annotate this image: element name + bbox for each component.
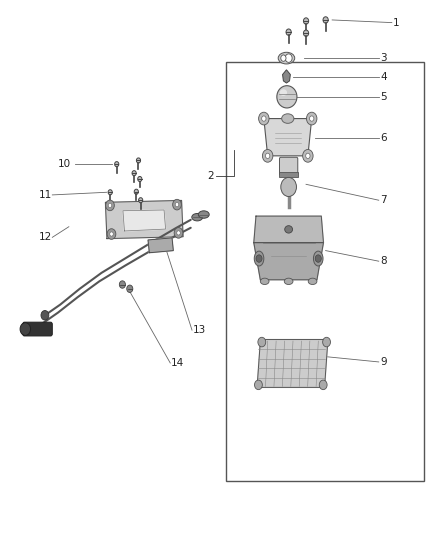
Ellipse shape bbox=[284, 278, 293, 285]
Circle shape bbox=[310, 116, 314, 121]
FancyBboxPatch shape bbox=[23, 322, 52, 336]
Circle shape bbox=[281, 177, 297, 197]
Text: 12: 12 bbox=[39, 232, 52, 243]
Ellipse shape bbox=[278, 52, 295, 64]
Polygon shape bbox=[106, 200, 183, 239]
Ellipse shape bbox=[277, 86, 297, 108]
Circle shape bbox=[132, 171, 136, 176]
Polygon shape bbox=[148, 238, 173, 253]
Ellipse shape bbox=[285, 225, 293, 233]
Circle shape bbox=[315, 255, 321, 262]
Circle shape bbox=[138, 198, 143, 203]
Ellipse shape bbox=[280, 89, 287, 96]
Circle shape bbox=[175, 203, 179, 207]
Circle shape bbox=[127, 285, 133, 293]
Circle shape bbox=[136, 158, 141, 163]
Circle shape bbox=[254, 380, 262, 390]
Ellipse shape bbox=[282, 114, 294, 123]
Ellipse shape bbox=[314, 251, 323, 266]
Circle shape bbox=[304, 30, 309, 36]
Bar bbox=[279, 172, 298, 177]
Polygon shape bbox=[264, 118, 312, 156]
Circle shape bbox=[304, 18, 309, 24]
Circle shape bbox=[108, 203, 112, 207]
Circle shape bbox=[323, 17, 328, 23]
Circle shape bbox=[41, 311, 49, 320]
Text: 9: 9 bbox=[380, 357, 387, 367]
Ellipse shape bbox=[192, 214, 203, 221]
Polygon shape bbox=[254, 243, 323, 280]
Circle shape bbox=[115, 161, 119, 167]
Circle shape bbox=[258, 112, 269, 125]
Circle shape bbox=[258, 337, 266, 347]
FancyBboxPatch shape bbox=[279, 157, 298, 175]
Text: 4: 4 bbox=[380, 71, 387, 82]
Circle shape bbox=[319, 380, 327, 390]
Circle shape bbox=[107, 229, 116, 239]
Text: 1: 1 bbox=[393, 18, 400, 28]
Circle shape bbox=[265, 153, 270, 158]
Circle shape bbox=[119, 281, 125, 288]
Polygon shape bbox=[257, 340, 328, 387]
Circle shape bbox=[303, 149, 313, 162]
Text: 14: 14 bbox=[171, 358, 184, 368]
Circle shape bbox=[262, 149, 273, 162]
Text: 3: 3 bbox=[380, 53, 387, 63]
Circle shape bbox=[173, 199, 181, 210]
Circle shape bbox=[108, 190, 112, 195]
Circle shape bbox=[261, 116, 266, 121]
Text: 11: 11 bbox=[39, 190, 52, 200]
Circle shape bbox=[106, 200, 114, 211]
Circle shape bbox=[307, 112, 317, 125]
Text: 8: 8 bbox=[380, 256, 387, 266]
Circle shape bbox=[134, 189, 138, 195]
Circle shape bbox=[281, 55, 286, 61]
Text: 2: 2 bbox=[207, 172, 214, 181]
Circle shape bbox=[306, 153, 310, 158]
Ellipse shape bbox=[254, 251, 264, 266]
Circle shape bbox=[177, 231, 180, 235]
Ellipse shape bbox=[260, 278, 269, 285]
Circle shape bbox=[110, 232, 113, 236]
Circle shape bbox=[138, 176, 142, 182]
Circle shape bbox=[174, 228, 183, 238]
Polygon shape bbox=[254, 216, 323, 243]
Ellipse shape bbox=[198, 211, 209, 218]
Circle shape bbox=[20, 322, 31, 335]
Ellipse shape bbox=[308, 278, 317, 285]
Circle shape bbox=[323, 337, 331, 347]
Bar bbox=[226, 62, 424, 481]
Text: 13: 13 bbox=[193, 325, 206, 335]
Circle shape bbox=[286, 29, 291, 35]
Polygon shape bbox=[283, 70, 290, 83]
Circle shape bbox=[256, 255, 262, 262]
Polygon shape bbox=[123, 210, 166, 231]
Circle shape bbox=[285, 54, 292, 62]
Text: 5: 5 bbox=[380, 92, 387, 102]
Text: 6: 6 bbox=[380, 133, 387, 143]
Text: 10: 10 bbox=[58, 159, 71, 169]
Text: 7: 7 bbox=[380, 195, 387, 205]
